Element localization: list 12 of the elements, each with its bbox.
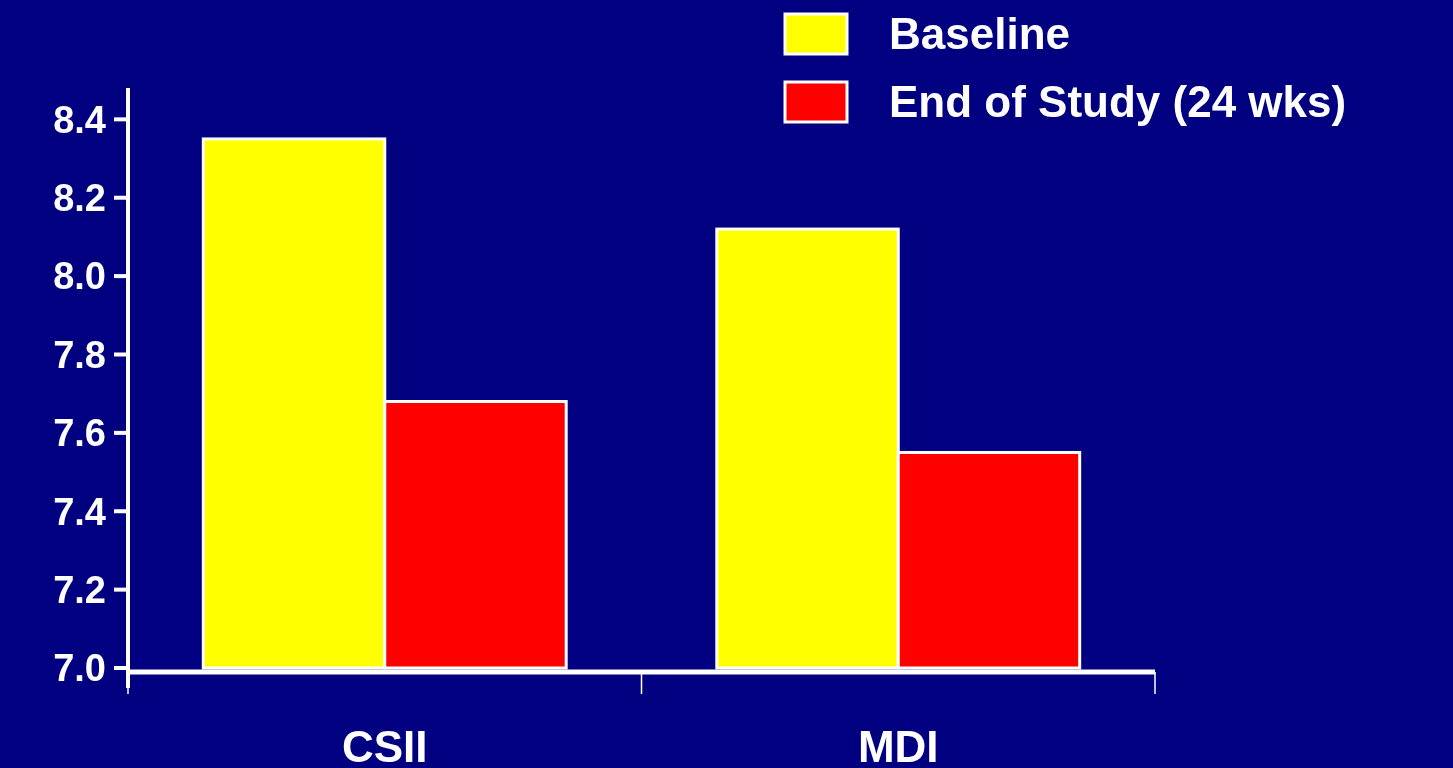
x-tick-label: MDI [857,722,939,768]
y-tick-label: 8.0 [53,255,106,298]
y-tick-label: 7.4 [53,490,106,533]
legend-label: Baseline [889,9,1070,59]
y-tick-label: 7.6 [53,412,106,455]
y-tick-label: 7.2 [53,568,106,611]
x-tick-label: CSII [341,722,428,768]
y-tick-label: 7.0 [53,647,106,690]
y-tick-label: 8.2 [53,177,106,220]
legend-label: End of Study (24 wks) [889,77,1347,127]
y-tick-label: 8.4 [53,98,106,141]
y-tick-label: 7.8 [53,333,106,376]
